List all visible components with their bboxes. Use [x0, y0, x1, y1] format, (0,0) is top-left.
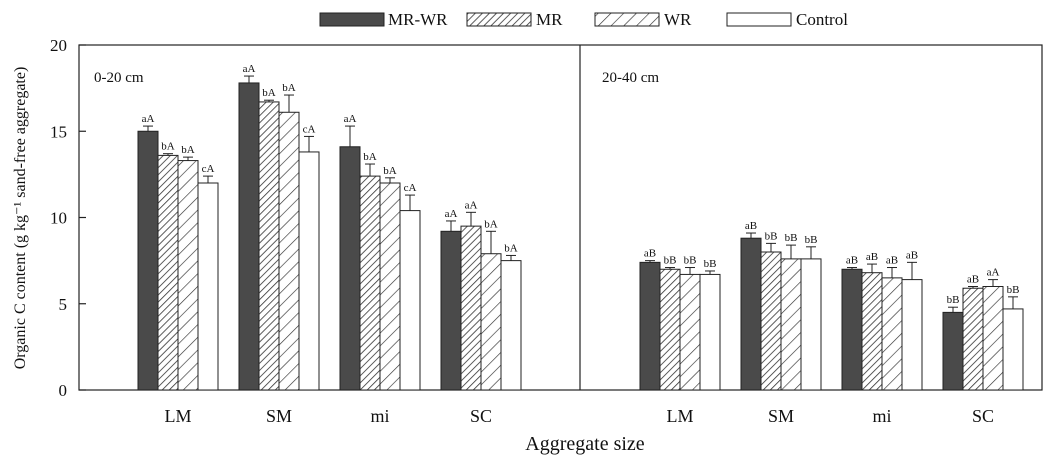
bar-control-sm: [298, 151, 320, 391]
significance-letter: bB: [805, 234, 818, 246]
bar-control-sc: [1002, 308, 1024, 391]
bar-mr-wr-mi: [339, 146, 361, 391]
significance-letter: bA: [161, 141, 175, 153]
bars-layer: aA bA bA cA aA bA bA cA aA bA bA cA aA aA bA bA aB bB bB bB…: [137, 63, 1024, 391]
x-tick-label: SC: [470, 406, 492, 426]
legend: MR-WR MR WR Control: [319, 10, 848, 29]
panel-label-20-40cm: 20-40 cm: [602, 70, 659, 86]
legend-swatch-control: [726, 12, 792, 27]
bar-mr-wr-lm: [137, 130, 159, 391]
significance-letter: bA: [484, 218, 498, 230]
legend-swatch-wr: [594, 12, 660, 27]
bar-control-mi: [901, 279, 923, 391]
significance-letter: aA: [142, 113, 155, 125]
panel-label-0-20cm: 0-20 cm: [94, 70, 144, 86]
x-tick-label: SM: [768, 406, 794, 426]
bar-mr-sm: [258, 101, 280, 391]
significance-letter: bA: [504, 242, 518, 254]
bar-mr-wr-sm: [238, 82, 260, 391]
significance-letter: aB: [967, 274, 979, 286]
significance-letter: aB: [846, 255, 858, 267]
significance-letter: bB: [947, 294, 960, 306]
significance-letter: cA: [404, 182, 417, 194]
legend-label-control: Control: [796, 10, 848, 29]
bar-wr-sm: [278, 111, 300, 391]
y-tick-label: 5: [59, 295, 68, 314]
legend-swatch-mr-wr: [319, 12, 385, 27]
y-tick-label: 0: [59, 381, 68, 400]
x-tick-label: LM: [667, 406, 694, 426]
bar-control-mi: [399, 210, 421, 391]
bar-control-lm: [699, 273, 721, 391]
bar-control-sc: [500, 260, 522, 391]
bar-mr-lm: [659, 268, 681, 391]
significance-letter: aA: [344, 113, 357, 125]
significance-letter: bA: [363, 151, 377, 163]
y-tick-label: 15: [50, 122, 67, 141]
significance-letter: aB: [745, 220, 757, 232]
bar-wr-lm: [679, 273, 701, 391]
y-axis: 0 5 10 15 20: [50, 36, 86, 400]
significance-letter: bA: [181, 144, 195, 156]
bar-mr-sm: [760, 251, 782, 391]
legend-label-mr-wr: MR-WR: [388, 10, 448, 29]
significance-letter: aA: [465, 199, 478, 211]
x-tick-label: mi: [872, 406, 891, 426]
bar-control-sm: [800, 258, 822, 391]
y-axis-title: Organic C content (g kg⁻¹ sand-free aggr…: [12, 67, 29, 370]
x-tick-label: LM: [165, 406, 192, 426]
bar-wr-mi: [379, 182, 401, 391]
x-tick-label: SM: [266, 406, 292, 426]
significance-letter: aA: [243, 63, 256, 75]
y-tick-label: 20: [50, 36, 67, 55]
significance-letter: bB: [765, 230, 778, 242]
bar-mr-wr-lm: [639, 261, 661, 391]
significance-letter: aA: [445, 208, 458, 220]
significance-letter: aB: [644, 248, 656, 260]
bar-mr-sc: [962, 287, 984, 391]
bar-wr-lm: [177, 160, 199, 391]
x-tick-label: SC: [972, 406, 994, 426]
significance-letter: cA: [202, 163, 215, 175]
bar-wr-mi: [881, 277, 903, 391]
x-axis: LM SM mi SC LM SM mi SC: [165, 406, 995, 426]
bar-mr-wr-sc: [942, 311, 964, 391]
significance-letter: aB: [886, 255, 898, 267]
x-axis-title: Aggregate size: [525, 433, 645, 455]
significance-letter: aB: [906, 249, 918, 261]
bar-mr-wr-sc: [440, 230, 462, 391]
significance-letter: aA: [987, 267, 1000, 279]
legend-label-mr: MR: [536, 10, 563, 29]
legend-swatch-mr: [466, 12, 532, 27]
bar-mr-mi: [359, 175, 381, 391]
bar-mr-sc: [460, 225, 482, 391]
significance-letter: aB: [866, 251, 878, 263]
legend-label-wr: WR: [664, 10, 692, 29]
x-tick-label: mi: [370, 406, 389, 426]
bar-mr-wr-sm: [740, 237, 762, 391]
significance-letter: cA: [303, 123, 316, 135]
significance-letter: bB: [1007, 284, 1020, 296]
bar-wr-sc: [480, 253, 502, 391]
significance-letter: bB: [684, 255, 697, 267]
significance-letter: bA: [282, 82, 296, 94]
significance-letter: bA: [383, 165, 397, 177]
significance-letter: bB: [704, 258, 717, 270]
bar-mr-mi: [861, 272, 883, 391]
bar-wr-sc: [982, 286, 1004, 391]
significance-letter: bB: [664, 255, 677, 267]
bar-control-lm: [197, 182, 219, 391]
significance-letter: bA: [262, 87, 276, 99]
bar-mr-lm: [157, 154, 179, 391]
y-tick-label: 10: [50, 209, 67, 228]
significance-letter: bB: [785, 232, 798, 244]
bar-wr-sm: [780, 258, 802, 391]
bar-mr-wr-mi: [841, 268, 863, 391]
